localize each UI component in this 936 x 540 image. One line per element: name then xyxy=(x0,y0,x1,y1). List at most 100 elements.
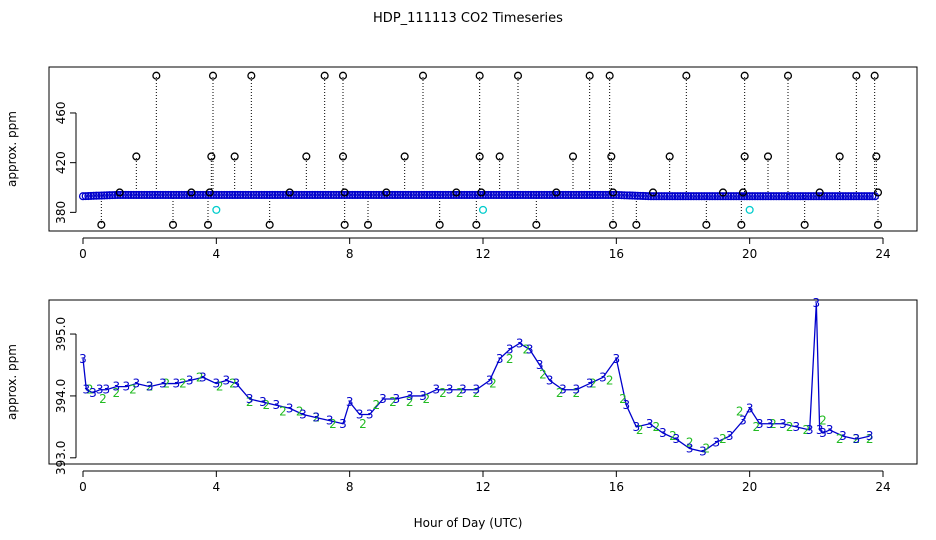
baseline-point xyxy=(854,192,864,201)
series-3-point: 3 xyxy=(419,389,427,403)
baseline-point xyxy=(841,192,850,201)
baseline-point xyxy=(668,192,677,201)
x-tick-label: 0 xyxy=(79,247,87,261)
baseline-point xyxy=(364,190,373,200)
baseline-point xyxy=(494,190,504,200)
outlier-point xyxy=(632,220,641,229)
outlier-point xyxy=(585,71,594,80)
top-panel: approx. ppm 0 4 8 12 16 20 24 380 420 460 xyxy=(5,66,918,261)
outlier-point xyxy=(203,220,213,229)
baseline-point xyxy=(100,191,109,200)
outlier-point xyxy=(608,220,618,229)
baseline-point xyxy=(798,192,808,201)
outlier-point xyxy=(168,220,178,229)
baseline-point xyxy=(484,190,493,200)
baseline-point xyxy=(156,190,165,200)
baseline-point xyxy=(745,192,754,201)
series-3-point: 3 xyxy=(299,407,307,421)
x-tick-label: 24 xyxy=(875,480,890,494)
series-3-point: 3 xyxy=(246,392,254,406)
baseline-point xyxy=(566,190,576,200)
outlier-point xyxy=(338,71,348,80)
x-axis-label: Hour of Day (UTC) xyxy=(414,516,523,530)
series-3-point: 3 xyxy=(586,377,594,391)
baseline-point xyxy=(377,190,386,200)
y-tick-label: 460 xyxy=(54,102,68,125)
baseline-point xyxy=(649,192,658,201)
series-3-point: 3 xyxy=(646,417,654,431)
baseline-point xyxy=(201,190,210,200)
baseline-point xyxy=(713,192,722,201)
baseline-point xyxy=(433,190,442,200)
series-2-point: 2 xyxy=(389,395,397,409)
baseline-point xyxy=(361,190,370,200)
series-2-point: 2 xyxy=(669,429,677,443)
baseline-point xyxy=(526,190,536,200)
baseline-point xyxy=(849,192,858,201)
baseline-point xyxy=(137,190,146,200)
baseline-point xyxy=(508,190,517,200)
series-3-point: 3 xyxy=(133,377,141,391)
series-3-point: 3 xyxy=(599,370,607,384)
baseline-point xyxy=(366,190,376,200)
baseline-point xyxy=(332,190,341,200)
series-3-point: 3 xyxy=(686,442,694,456)
baseline-point xyxy=(774,192,784,201)
outlier-point xyxy=(852,71,861,80)
baseline-point xyxy=(804,192,813,201)
baseline-point xyxy=(625,191,634,200)
baseline-point xyxy=(108,191,117,200)
bottom-plot-frame xyxy=(48,299,918,465)
baseline-point xyxy=(684,192,693,201)
series-2-point: 2 xyxy=(506,352,514,366)
baseline-point xyxy=(676,192,685,201)
baseline-point xyxy=(81,192,90,201)
series-2-point: 2 xyxy=(216,380,224,394)
outlier-point xyxy=(132,152,141,161)
x-tick-label: 8 xyxy=(346,247,354,261)
series-3-point: 3 xyxy=(813,296,821,310)
baseline-point xyxy=(865,192,874,201)
series-2-point: 2 xyxy=(163,377,171,391)
outlier-point xyxy=(208,71,218,80)
baseline-point xyxy=(276,190,285,200)
baseline-point xyxy=(225,190,234,200)
series-3-point: 3 xyxy=(613,352,621,366)
baseline-point xyxy=(860,192,869,201)
series-2-point: 2 xyxy=(589,377,597,391)
baseline-point xyxy=(89,191,98,200)
baseline-point xyxy=(273,190,282,200)
baseline-point xyxy=(726,192,736,201)
outlier-point xyxy=(800,220,809,229)
baseline-point xyxy=(404,190,413,200)
series-2-point: 2 xyxy=(686,435,694,449)
baseline-point xyxy=(654,192,664,201)
baseline-point xyxy=(246,190,256,200)
baseline-point xyxy=(729,192,738,201)
baseline-point xyxy=(585,190,594,200)
baseline-point xyxy=(97,191,106,200)
outlier-point xyxy=(740,71,749,80)
series-3-point: 3 xyxy=(726,429,734,443)
baseline-point xyxy=(521,190,530,200)
baseline-point xyxy=(604,190,613,200)
series-3-point: 3 xyxy=(699,445,707,459)
outlier-point xyxy=(338,152,348,161)
baseline-point xyxy=(462,190,472,200)
x-tick-label: 20 xyxy=(742,480,757,494)
baseline-point xyxy=(689,192,698,201)
chart-title: HDP_111113 CO2 Timeseries xyxy=(373,11,563,26)
baseline-point xyxy=(401,190,410,200)
y-tick-label: 393.0 xyxy=(54,441,68,475)
baseline-point xyxy=(772,192,781,201)
baseline-point xyxy=(425,190,434,200)
baseline-point xyxy=(417,190,426,200)
series-2-point: 2 xyxy=(803,423,811,437)
series-3-point: 3 xyxy=(713,435,721,449)
baseline-point xyxy=(350,190,360,200)
baseline-point xyxy=(769,192,778,201)
baseline-point xyxy=(161,190,170,200)
series-2-point: 2 xyxy=(769,417,777,431)
baseline-point xyxy=(622,191,632,200)
series-2-point: 2 xyxy=(406,395,414,409)
